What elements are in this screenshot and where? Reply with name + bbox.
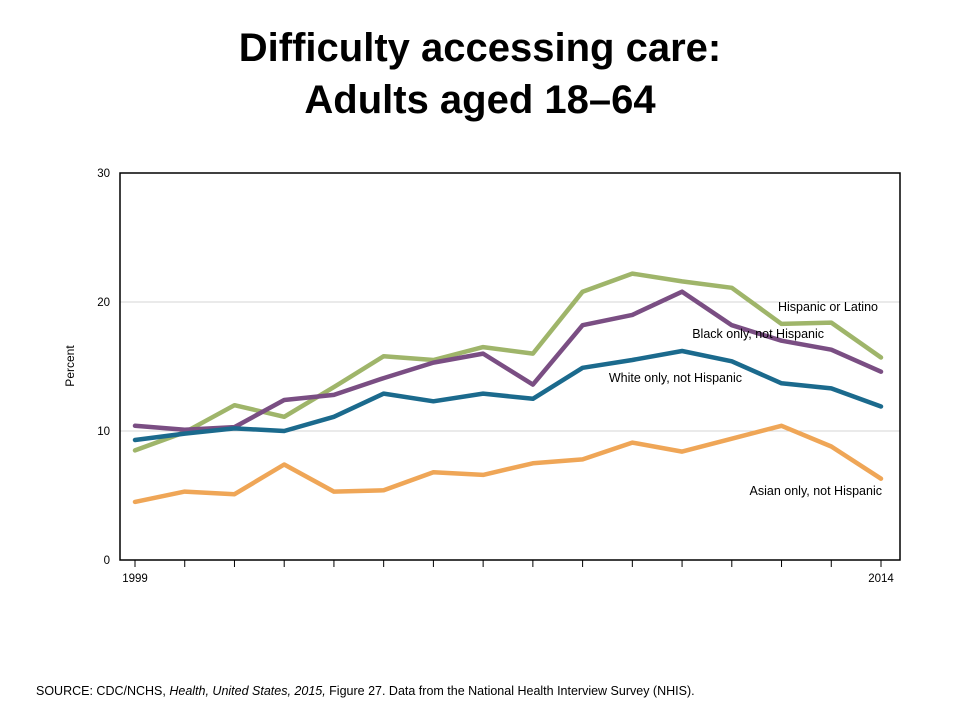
- series-label-4: Asian only, not Hispanic: [750, 484, 882, 498]
- source-note: SOURCE: CDC/NCHS, Health, United States,…: [36, 684, 695, 698]
- x-tick-label: 1999: [122, 573, 148, 585]
- chart-title-line-2: Adults aged 18–64: [304, 78, 656, 122]
- source-prefix: SOURCE: CDC/NCHS,: [36, 684, 170, 698]
- axis-ticks: 0 10 20 30 1999 2014: [97, 168, 894, 585]
- source-publication: Health, United States, 2015,: [169, 684, 326, 698]
- y-axis-label: Percent: [63, 345, 77, 387]
- series-label-1: Hispanic or Latino: [778, 300, 878, 314]
- line-chart: 0 10 20 30 1999 2014 Percent Hispanic or Lati…: [63, 168, 901, 585]
- y-tick-label: 0: [104, 555, 110, 567]
- series-line-1: [132, 271, 884, 453]
- y-tick-label: 10: [97, 426, 110, 438]
- series-line-2: [132, 289, 884, 432]
- y-tick-label: 20: [97, 297, 110, 309]
- chart-title-line-1: Difficulty accessing care:: [238, 26, 722, 70]
- y-tick-label: 30: [97, 168, 110, 180]
- series-line-4: [132, 423, 884, 505]
- x-tick-label: 2014: [868, 573, 894, 585]
- chart-title: Difficulty accessing care: Adults aged 1…: [0, 22, 960, 126]
- series-label-3: White only, not Hispanic: [609, 371, 742, 385]
- series-line-3: [132, 348, 884, 443]
- gridlines: [120, 301, 900, 432]
- plot-frame: [119, 172, 901, 561]
- series-labels: Hispanic or Latino Black only, not Hispan…: [609, 300, 882, 498]
- series-label-2: Black only, not Hispanic: [692, 327, 824, 341]
- source-suffix: Figure 27. Data from the National Health…: [325, 684, 695, 698]
- series-lines: [132, 271, 884, 505]
